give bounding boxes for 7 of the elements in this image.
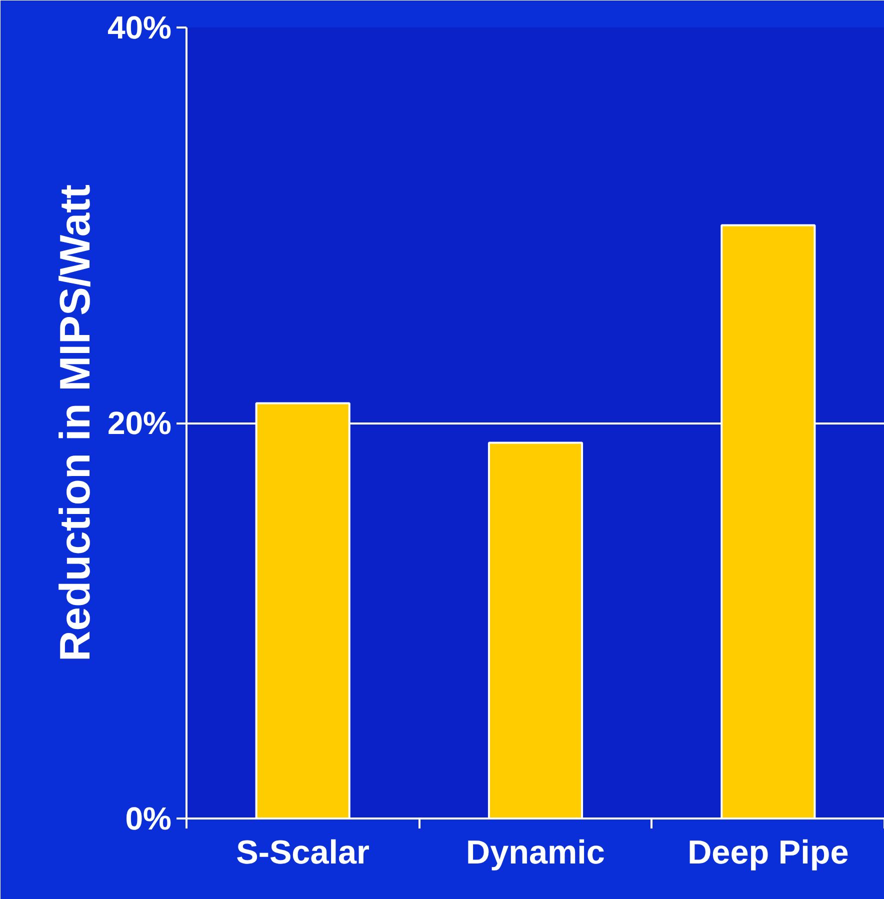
x-tick-label: S-Scalar xyxy=(236,834,370,872)
y-tick-label: 20% xyxy=(107,405,172,441)
x-tick-label: Deep Pipe xyxy=(688,834,849,872)
y-axis-title: Reduction in MIPS/Watt xyxy=(51,184,100,662)
x-tick-label: Dynamic xyxy=(466,834,605,872)
y-tick-label: 40% xyxy=(107,10,172,46)
y-tick-label: 0% xyxy=(125,800,172,836)
